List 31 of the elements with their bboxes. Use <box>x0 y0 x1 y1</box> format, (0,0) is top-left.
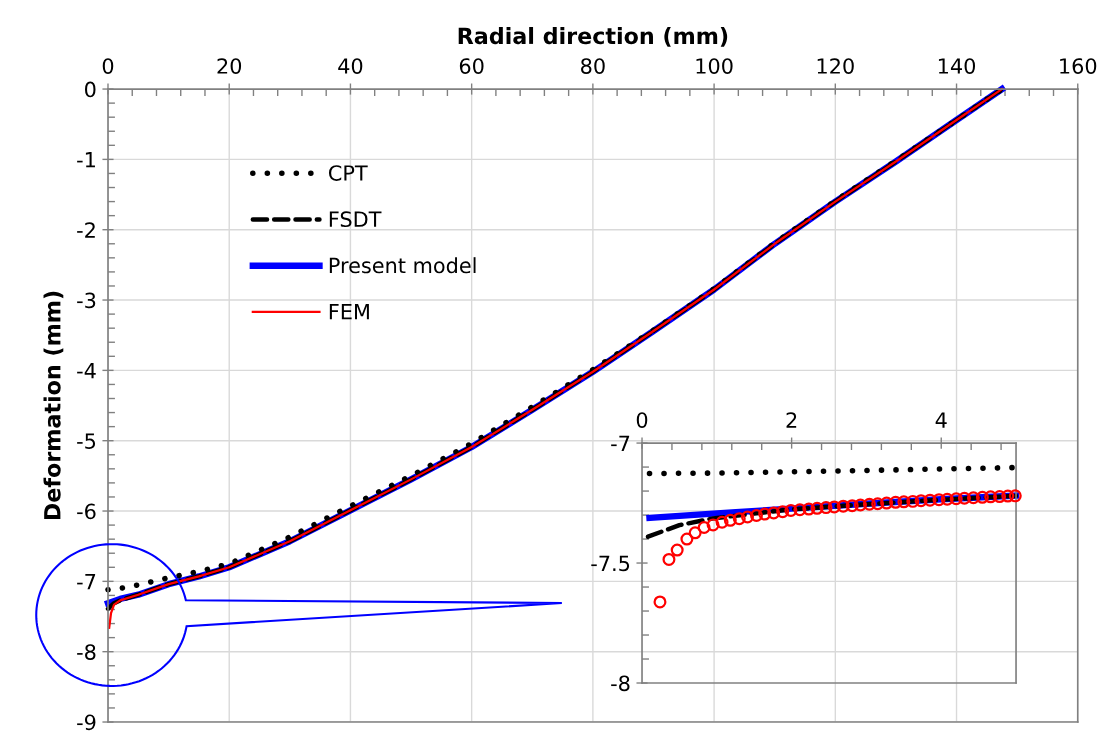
y-tick-label: -8 <box>611 675 630 692</box>
y-tick-label: -3 <box>77 292 96 309</box>
x-tick-label: 0 <box>636 412 648 428</box>
x-tick-label: 140 <box>938 58 976 74</box>
y-tick-label: -2 <box>77 222 95 238</box>
y-axis-title: Deformation (mm) <box>43 291 64 520</box>
legend-label: Present model <box>329 257 476 274</box>
x-tick-label: 20 <box>217 58 242 74</box>
y-tick-label: -6 <box>77 503 96 520</box>
y-tick-label: -7 <box>77 574 96 590</box>
x-tick-label: 60 <box>459 58 484 74</box>
legend-label: CPT <box>328 165 368 181</box>
y-tick-label: -9 <box>77 714 96 731</box>
x-tick-label: 160 <box>1060 58 1097 74</box>
y-tick-label: -5 <box>77 433 96 449</box>
y-tick-label: -7 <box>611 435 630 451</box>
y-tick-label: -1 <box>77 152 95 168</box>
x-tick-label: 40 <box>338 58 363 74</box>
y-tick-label: -4 <box>77 363 96 379</box>
x-tick-label: 4 <box>935 412 947 428</box>
x-tick-label: 120 <box>817 58 854 74</box>
x-tick-label: 2 <box>786 412 797 428</box>
y-tick-label: -8 <box>77 644 96 660</box>
legend-label: FEM <box>329 304 369 320</box>
y-tick-label: -7.5 <box>591 555 630 572</box>
x-tick-label: 100 <box>696 58 733 74</box>
x-axis-title: Radial direction (mm) <box>458 27 728 47</box>
x-tick-label: 80 <box>581 58 605 74</box>
y-tick-label: 0 <box>85 81 96 98</box>
legend-label: FSDT <box>329 211 382 228</box>
x-tick-label: 0 <box>102 58 114 74</box>
